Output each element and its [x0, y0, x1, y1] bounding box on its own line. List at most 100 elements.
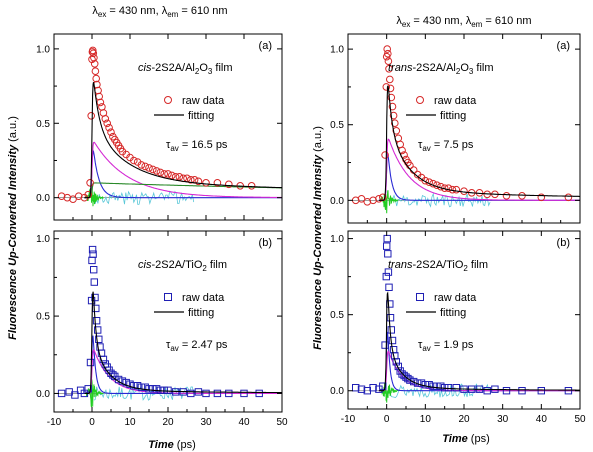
- data-point: [130, 156, 138, 165]
- x-tick-label: 50: [276, 417, 288, 428]
- data-point: [91, 67, 100, 75]
- sample-suffix: film: [468, 259, 488, 271]
- tau-symbol: τ: [418, 139, 423, 151]
- irf-line: [85, 379, 104, 408]
- data-point: [388, 102, 397, 111]
- data-point: [175, 173, 184, 181]
- legend-fit-label: fitting: [440, 110, 466, 122]
- data-point: [149, 165, 157, 174]
- data-point: [381, 151, 389, 159]
- data-point: [386, 75, 394, 84]
- x-tick-label: 30: [200, 417, 212, 428]
- data-point: [92, 317, 101, 325]
- panel-label: (b): [259, 237, 272, 249]
- tau-label: τav = 16.5 ps: [166, 139, 228, 153]
- sample-sub: 2: [202, 264, 207, 273]
- plot-area: [348, 45, 580, 214]
- component-line-2: [378, 350, 580, 392]
- y-tick-label: 0.5: [330, 310, 344, 321]
- data-point: [382, 83, 391, 91]
- data-point: [71, 391, 79, 399]
- fit-line: [378, 85, 580, 201]
- legend-raw-label: raw data: [434, 292, 477, 304]
- x-tick-label: 10: [420, 414, 432, 425]
- data-point: [118, 377, 127, 385]
- legend-marker: [164, 293, 172, 301]
- tau-sub: av: [422, 144, 430, 153]
- tau-sub: av: [170, 144, 178, 153]
- data-point: [518, 192, 526, 200]
- x-tick-label: 0: [89, 417, 95, 428]
- x-tick-label: 20: [162, 417, 174, 428]
- data-point: [99, 355, 108, 364]
- legend-raw-label: raw data: [434, 95, 477, 107]
- data-point: [152, 385, 161, 393]
- component-line-1: [84, 148, 282, 199]
- sample-label: cis-2S2A/Al2O3 film: [138, 62, 233, 76]
- data-point: [425, 381, 433, 389]
- irf-line: [380, 190, 399, 214]
- legend-raw-label: raw data: [182, 95, 225, 107]
- tau-label: τav = 1.9 ps: [418, 339, 474, 353]
- y-tick-label: 0.5: [36, 119, 50, 130]
- data-point: [433, 382, 441, 390]
- sample-label: trans-2S2A/TiO2 film: [388, 259, 488, 273]
- data-point: [383, 242, 391, 250]
- data-point: [90, 60, 99, 68]
- plot-area: [348, 234, 580, 403]
- data-point: [384, 250, 392, 258]
- data-point: [122, 378, 130, 387]
- data-point: [105, 123, 113, 132]
- data-point: [363, 198, 372, 206]
- sample-sub2: 3: [469, 67, 474, 76]
- sample-mid: O: [460, 62, 469, 74]
- data-point: [389, 346, 398, 354]
- sample-sub: 2: [463, 264, 468, 273]
- sample-rest: -2S2A/TiO: [151, 259, 202, 271]
- data-point: [384, 57, 393, 66]
- sample-prefix: cis: [138, 62, 152, 74]
- data-point: [202, 179, 210, 187]
- x-tick-label: 40: [536, 414, 548, 425]
- data-point: [187, 389, 195, 398]
- data-point: [88, 245, 97, 254]
- data-point: [384, 268, 393, 276]
- x-tick-label: -10: [47, 417, 62, 428]
- data-point: [537, 193, 546, 202]
- data-point: [87, 112, 95, 120]
- data-point: [379, 382, 387, 390]
- data-point: [564, 387, 573, 395]
- data-point: [95, 335, 103, 344]
- legend-raw-label: raw data: [182, 292, 225, 304]
- x-tick-label: 30: [497, 414, 509, 425]
- data-point: [537, 387, 545, 395]
- data-point: [369, 196, 377, 205]
- data-point: [57, 192, 66, 200]
- data-point: [394, 362, 403, 371]
- data-point: [385, 65, 393, 73]
- y-axis-label-right: Fluorescence Up-Converted Intensity (a.u…: [312, 126, 324, 350]
- plot-area: [54, 245, 282, 408]
- x-tick-label: 40: [238, 417, 250, 428]
- data-point: [406, 376, 414, 384]
- panel-right-b: 0.0 0.5 1.0 -10 0 10 20 30 40 50 (b) trans-2S2A/TiO…: [330, 230, 586, 425]
- x-axis-label-left: Time (ps): [148, 439, 196, 451]
- data-point: [84, 385, 92, 393]
- data-point: [386, 314, 395, 322]
- tau-sub: av: [422, 344, 430, 353]
- sample-sub: 2: [456, 67, 461, 76]
- tau-value: = 16.5 ps: [179, 139, 228, 151]
- data-point: [518, 387, 526, 395]
- data-point: [375, 195, 383, 203]
- sample-label: trans-2S2A/Al2O3 film: [388, 62, 494, 76]
- data-point: [225, 180, 233, 189]
- y-tick-label: 1.0: [330, 234, 344, 245]
- data-point: [383, 45, 392, 53]
- sample-sub2: 3: [208, 67, 213, 76]
- tau-symbol: τ: [166, 139, 171, 151]
- data-point: [194, 177, 203, 186]
- data-point: [152, 167, 161, 175]
- residual-line: [93, 385, 195, 401]
- data-point: [352, 384, 360, 392]
